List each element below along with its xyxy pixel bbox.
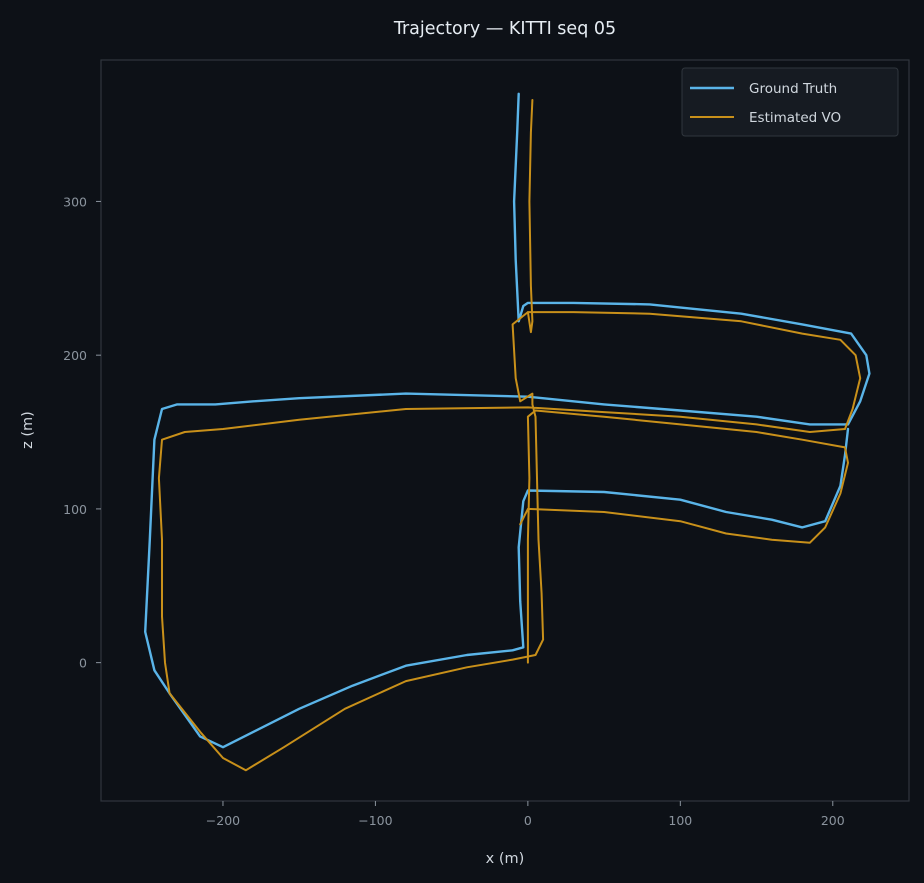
series-line-estimated-vo-inner-loop xyxy=(519,409,849,664)
legend: Ground Truth Estimated VO xyxy=(681,67,899,137)
x-tick-label: −100 xyxy=(358,813,392,828)
legend-box xyxy=(681,67,899,137)
chart-title: Trajectory — KITTI seq 05 xyxy=(393,19,616,39)
x-tick-label: 100 xyxy=(668,813,692,828)
y-tick-label: 100 xyxy=(63,502,87,517)
y-tick-label: 200 xyxy=(63,348,87,363)
x-tick-label: 200 xyxy=(821,813,845,828)
series-layer xyxy=(143,92,871,772)
series-line-ground-truth xyxy=(143,92,871,749)
y-axis-label: z (m) xyxy=(20,411,36,449)
legend-label-estimated-vo: Estimated VO xyxy=(749,110,841,126)
x-tick-label: 0 xyxy=(524,813,532,828)
plot-area xyxy=(100,59,910,802)
x-axis-label: x (m) xyxy=(486,851,525,867)
series-line-estimated-vo xyxy=(157,99,862,772)
legend-label-ground-truth: Ground Truth xyxy=(749,81,837,97)
y-tick-label: 0 xyxy=(79,656,87,671)
y-tick-label: 300 xyxy=(63,194,87,209)
x-axis: −200 −100 0 100 200 xyxy=(206,801,845,828)
y-axis: 0 100 200 300 xyxy=(63,194,101,671)
x-tick-label: −200 xyxy=(206,813,240,828)
